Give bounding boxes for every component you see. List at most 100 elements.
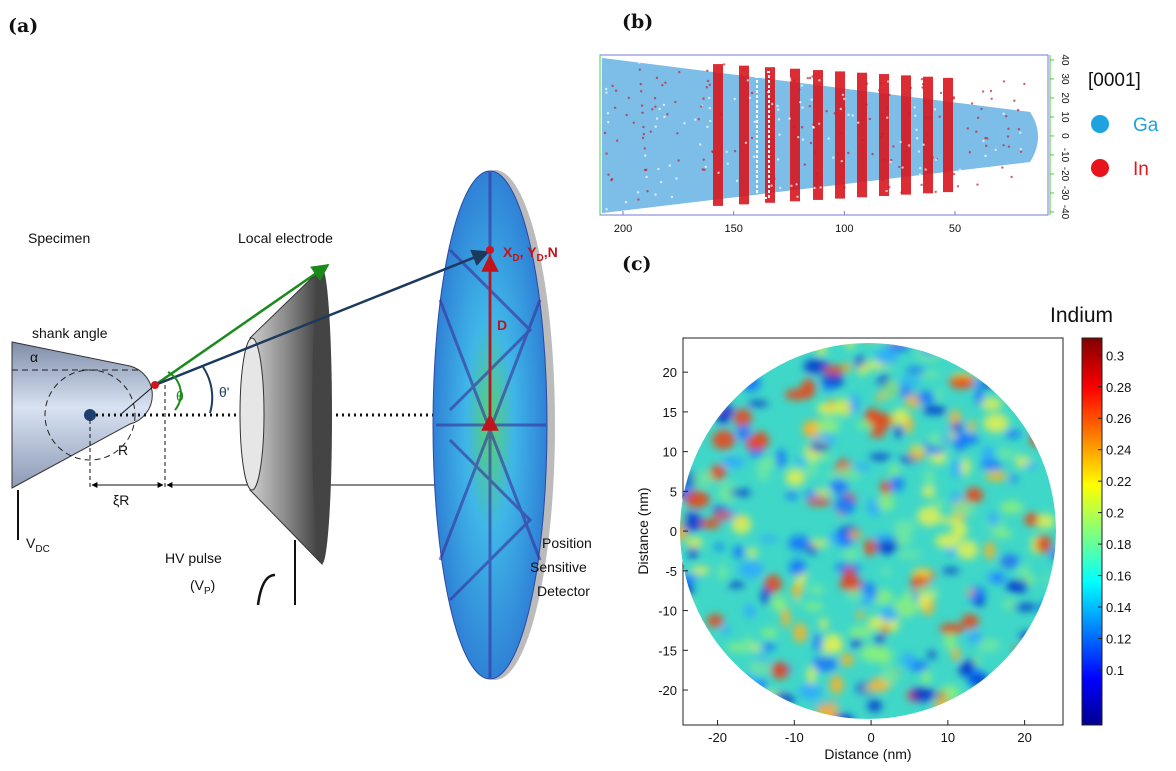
atom: [898, 165, 901, 169]
y-tick-label: 5: [670, 484, 677, 499]
blob: [749, 659, 771, 676]
atom: [615, 139, 619, 142]
blob: [744, 603, 756, 619]
atom: [644, 168, 648, 172]
atom: [934, 190, 937, 194]
atom: [817, 122, 821, 125]
atom: [888, 93, 891, 97]
blob: [951, 647, 961, 662]
atom: [799, 100, 802, 104]
atom: [890, 158, 893, 162]
atom: [773, 177, 776, 180]
y-tick-label: 15: [663, 405, 677, 420]
blob: [935, 533, 960, 549]
atom: [812, 126, 815, 129]
atom: [706, 69, 709, 72]
blob: [875, 348, 898, 366]
atom: [662, 103, 666, 107]
atom: [920, 183, 923, 187]
legend-label: In: [1133, 159, 1149, 180]
blob: [793, 622, 808, 643]
blob: [812, 656, 838, 672]
blob: [761, 643, 776, 652]
blob: [880, 480, 891, 496]
atom: [923, 99, 926, 103]
x-axis-label: Distance (nm): [824, 746, 911, 762]
blob: [843, 362, 853, 372]
atom: [924, 116, 927, 119]
blob: [805, 458, 819, 477]
blob: [976, 638, 1001, 653]
atom: [654, 105, 657, 108]
atom: [636, 191, 640, 194]
atom: [839, 132, 842, 135]
blob: [910, 686, 936, 702]
atom: [705, 86, 709, 89]
blob: [874, 647, 893, 665]
blob: [819, 617, 828, 630]
blob: [775, 449, 786, 468]
label: ξR: [113, 492, 129, 508]
blob: [934, 389, 943, 401]
blob: [999, 501, 1024, 514]
angle: [202, 366, 214, 414]
y-tick-label: -15: [658, 643, 677, 658]
blob: [730, 488, 751, 497]
atom: [646, 189, 649, 193]
x-tick-label: 100: [835, 223, 853, 235]
y-tick-label: 30: [1059, 73, 1070, 85]
blob: [836, 466, 861, 481]
blob: [847, 587, 865, 602]
blob: [966, 630, 983, 645]
atom: [746, 79, 749, 82]
atom: [913, 106, 916, 109]
atom: [899, 140, 902, 144]
x-tick-label: -20: [708, 730, 727, 745]
label: θ: [176, 388, 184, 404]
atom: [605, 91, 608, 94]
atom: [865, 103, 868, 106]
blob: [961, 614, 979, 629]
atom: [1007, 127, 1010, 131]
blob: [736, 424, 751, 441]
atom: [1009, 165, 1012, 169]
atom: [605, 152, 608, 155]
layer: [739, 65, 749, 205]
blob: [731, 514, 752, 535]
atom: [952, 97, 955, 100]
atom: [800, 84, 804, 87]
atom: [674, 100, 677, 104]
atom: [888, 185, 891, 189]
atom: [797, 135, 800, 139]
atom: [778, 133, 781, 136]
blob: [974, 596, 985, 607]
layer: [857, 72, 867, 198]
atom: [892, 145, 895, 148]
label: ,: [520, 244, 528, 260]
layer: [879, 74, 889, 196]
colorbar-tick-label: 0.28: [1106, 380, 1131, 395]
blob: [792, 598, 804, 606]
y-tick-label: 20: [1059, 92, 1070, 104]
atom: [877, 89, 881, 92]
blob: [936, 691, 948, 699]
atom: [610, 178, 613, 182]
atom: [668, 164, 672, 167]
atom: [642, 133, 646, 136]
atom: [702, 158, 705, 161]
blob: [912, 443, 927, 453]
blob: [845, 343, 855, 349]
blob: [880, 625, 890, 634]
blob: [840, 653, 854, 667]
blob: [916, 391, 936, 405]
atom: [748, 96, 752, 100]
atom: [733, 149, 737, 153]
label: Detector: [537, 583, 590, 599]
panel-c: (c) Indium Distance (nm) Distance (nm) -…: [622, 253, 1131, 762]
atom: [709, 119, 712, 123]
blob: [738, 560, 764, 579]
atom: [847, 151, 850, 155]
atom: [723, 63, 726, 66]
atom: [984, 154, 987, 158]
atom: [605, 208, 608, 211]
